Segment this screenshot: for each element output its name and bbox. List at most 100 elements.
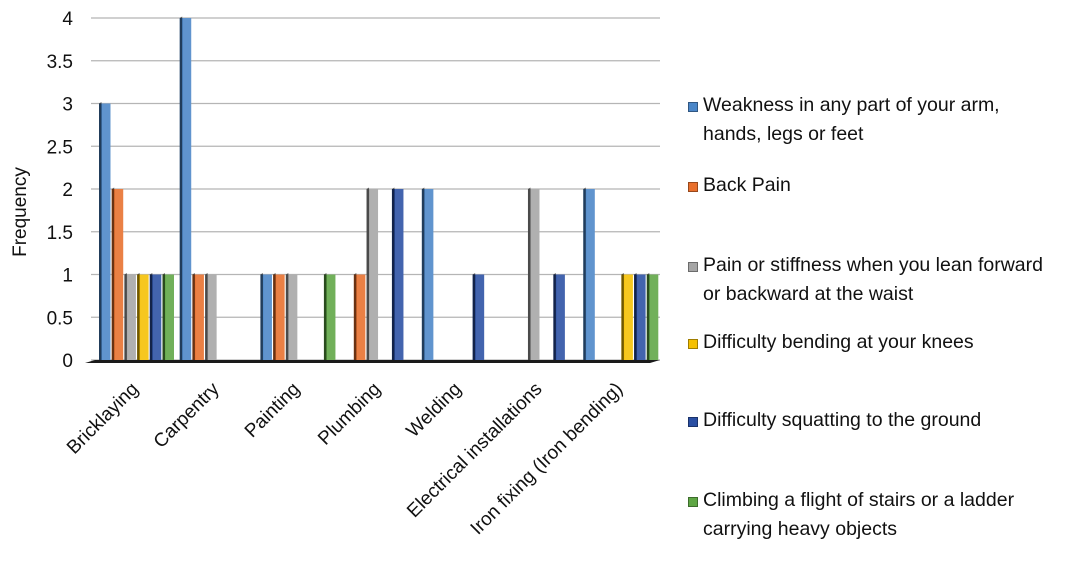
bar-side [366, 187, 370, 360]
bar-side [421, 187, 425, 360]
y-axis-ticks: 0 0.5 1 1.5 2 2.5 3 3.5 4 [47, 9, 74, 372]
legend-label: Climbing a flight of stairs or a ladder … [703, 489, 1015, 540]
y-tick-label: 2.5 [47, 137, 73, 158]
bar-side [124, 273, 127, 360]
bar-face [646, 274, 659, 360]
bar [285, 273, 298, 360]
legend-label: Difficulty squatting to the ground [703, 409, 982, 431]
bar-highlight [326, 274, 336, 360]
x-tick-label: Electrical installations [403, 379, 546, 522]
bar-highlight [369, 189, 379, 360]
bar-highlight [208, 274, 217, 360]
bar-face [421, 189, 434, 360]
bar-highlight [624, 274, 633, 360]
bar-side [192, 273, 195, 360]
bar-highlight [424, 189, 434, 360]
bar-side [179, 16, 183, 360]
bar [421, 187, 434, 360]
bar-highlight [288, 274, 298, 360]
bar [353, 273, 366, 360]
bar-side [111, 187, 115, 360]
bar [391, 187, 404, 360]
bar-side [99, 102, 102, 360]
legend-label: Weakness in any part of your arm, hands,… [703, 94, 1000, 145]
bar-face [137, 274, 149, 360]
bar [192, 273, 204, 360]
legend-swatch [688, 102, 698, 112]
bar-side [472, 273, 476, 360]
bar-face [285, 274, 298, 360]
bar [583, 187, 595, 360]
bar-highlight [165, 274, 174, 360]
legend-item: Weakness in any part of your arm, hands,… [688, 94, 1048, 149]
bar-face [179, 18, 192, 360]
bar [111, 187, 124, 360]
bars [99, 16, 659, 360]
bar-highlight [556, 274, 565, 360]
x-tick-label: Painting [241, 379, 304, 442]
bar-face [472, 274, 485, 360]
y-tick-label: 3.5 [47, 52, 73, 73]
x-axis-ticks: Bricklaying Carpentry Painting Plumbing Weld… [63, 378, 627, 539]
bar-highlight [649, 274, 659, 360]
legend-item: Back Pain [688, 174, 1048, 200]
bar-face [149, 274, 162, 360]
y-tick-label: 1 [62, 266, 73, 287]
bar-face [192, 274, 204, 360]
bar-highlight [586, 189, 595, 360]
y-tick-label: 2 [62, 180, 73, 201]
bar [179, 16, 192, 360]
y-tick-label: 1.5 [47, 223, 73, 244]
bar-face [621, 274, 633, 360]
bar [124, 273, 136, 360]
bar [527, 187, 540, 360]
bar [260, 273, 272, 360]
bar [634, 273, 646, 360]
bar-highlight [637, 274, 646, 360]
bar-highlight [102, 103, 111, 360]
bar-face [634, 274, 646, 360]
bar-face [553, 274, 565, 360]
bar-face [260, 274, 272, 360]
bar-side [162, 273, 165, 360]
bar-highlight [356, 274, 366, 360]
bar-side [634, 273, 637, 360]
bar-side [583, 187, 586, 360]
legend-item: Pain or stiffness when you lean forward … [688, 254, 1048, 309]
bar-side [646, 273, 650, 360]
legend-item: Difficulty squatting to the ground [688, 409, 1048, 435]
bar [149, 273, 162, 360]
bar-side [621, 273, 624, 360]
bar [99, 102, 111, 360]
legend-swatch [688, 182, 698, 192]
bar-highlight [114, 189, 124, 360]
bar-face [353, 274, 366, 360]
bar-side [553, 273, 556, 360]
bar [366, 187, 379, 360]
legend-item: Difficulty bending at your knees [688, 331, 1048, 357]
y-tick-label: 0 [62, 351, 73, 372]
bar-side [391, 187, 395, 360]
y-axis-label: Frequency [10, 167, 31, 257]
legend-item: Climbing a flight of stairs or a ladder … [688, 489, 1048, 544]
bar-side [527, 187, 531, 360]
x-tick-label: Iron fixing (Iron bending) [467, 379, 627, 539]
bar [273, 273, 285, 360]
legend: Weakness in any part of your arm, hands,… [688, 0, 1078, 576]
bar [646, 273, 659, 360]
legend-label: Difficulty bending at your knees [703, 331, 974, 353]
bar [323, 273, 336, 360]
bar-side [353, 273, 357, 360]
chart-floor [85, 360, 660, 363]
bar-highlight [263, 274, 272, 360]
y-tick-label: 4 [62, 9, 73, 30]
bar-highlight [140, 274, 149, 360]
x-tick-label: Plumbing [314, 379, 385, 450]
bar [205, 273, 217, 360]
bar-side [205, 273, 208, 360]
legend-swatch [688, 417, 698, 427]
bar-chart: 0 0.5 1 1.5 2 2.5 3 3.5 4 Bricklaying Carpentry Pa… [10, 9, 660, 539]
bar-highlight [195, 274, 204, 360]
bar-face [111, 189, 124, 360]
bar [472, 273, 485, 360]
